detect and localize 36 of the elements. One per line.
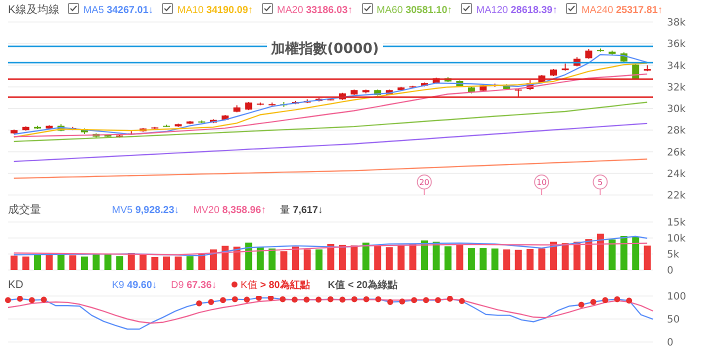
y-tick-label: 34k [667, 60, 686, 72]
text: K9 49.60↓ [112, 280, 158, 291]
text: MA10 34190.09↑ [177, 5, 254, 16]
y-tick-label: 26k [667, 147, 686, 158]
y-tick-label: 50 [667, 314, 680, 326]
annotation: 20 [419, 178, 430, 187]
text: MA60 30581.10↑ [376, 5, 452, 16]
y-tick-label: 28k [667, 126, 686, 137]
y-tick-label: 30k [667, 104, 686, 115]
legend-title: K線及均線 [8, 3, 60, 17]
y-tick-label: 0 [667, 338, 674, 348]
y-tick-label: 15k [667, 218, 686, 228]
annotation: 10 [536, 178, 547, 187]
text: MA20 33186.03↑ [277, 5, 353, 16]
text: 加權指數(0000) [267, 41, 383, 57]
chart-title: KD [8, 279, 24, 291]
y-tick-label: 100 [667, 292, 686, 302]
text: MA5 34267.01↓ [83, 5, 154, 16]
text: MA120 28618.39↑ [476, 5, 558, 16]
y-tick-label: 5k [667, 250, 680, 260]
text: MV5 9,928.23↓ [112, 205, 180, 216]
y-tick-label: 32k [667, 82, 686, 94]
series-label: D9 67.36↓ [171, 280, 217, 291]
y-tick-label: 22k [667, 190, 686, 202]
y-tick-label: 36k [667, 39, 686, 50]
chart-title: 成交量 [8, 202, 42, 217]
text: MV20 8,358.96↑ [193, 205, 266, 216]
y-tick-label: 38k [667, 18, 686, 28]
y-tick-label: 10k [667, 234, 686, 244]
text: 量 7,617↓ [280, 205, 323, 216]
y-tick-label: 0 [667, 266, 674, 276]
y-tick-label: 24k [667, 168, 686, 180]
text: MA240 25317.81↑ [581, 5, 663, 16]
text: K值 < 20為綠點 [328, 280, 398, 291]
legend-label: K值 > 80為紅點 [240, 280, 310, 291]
annotation: 5 [598, 178, 603, 187]
